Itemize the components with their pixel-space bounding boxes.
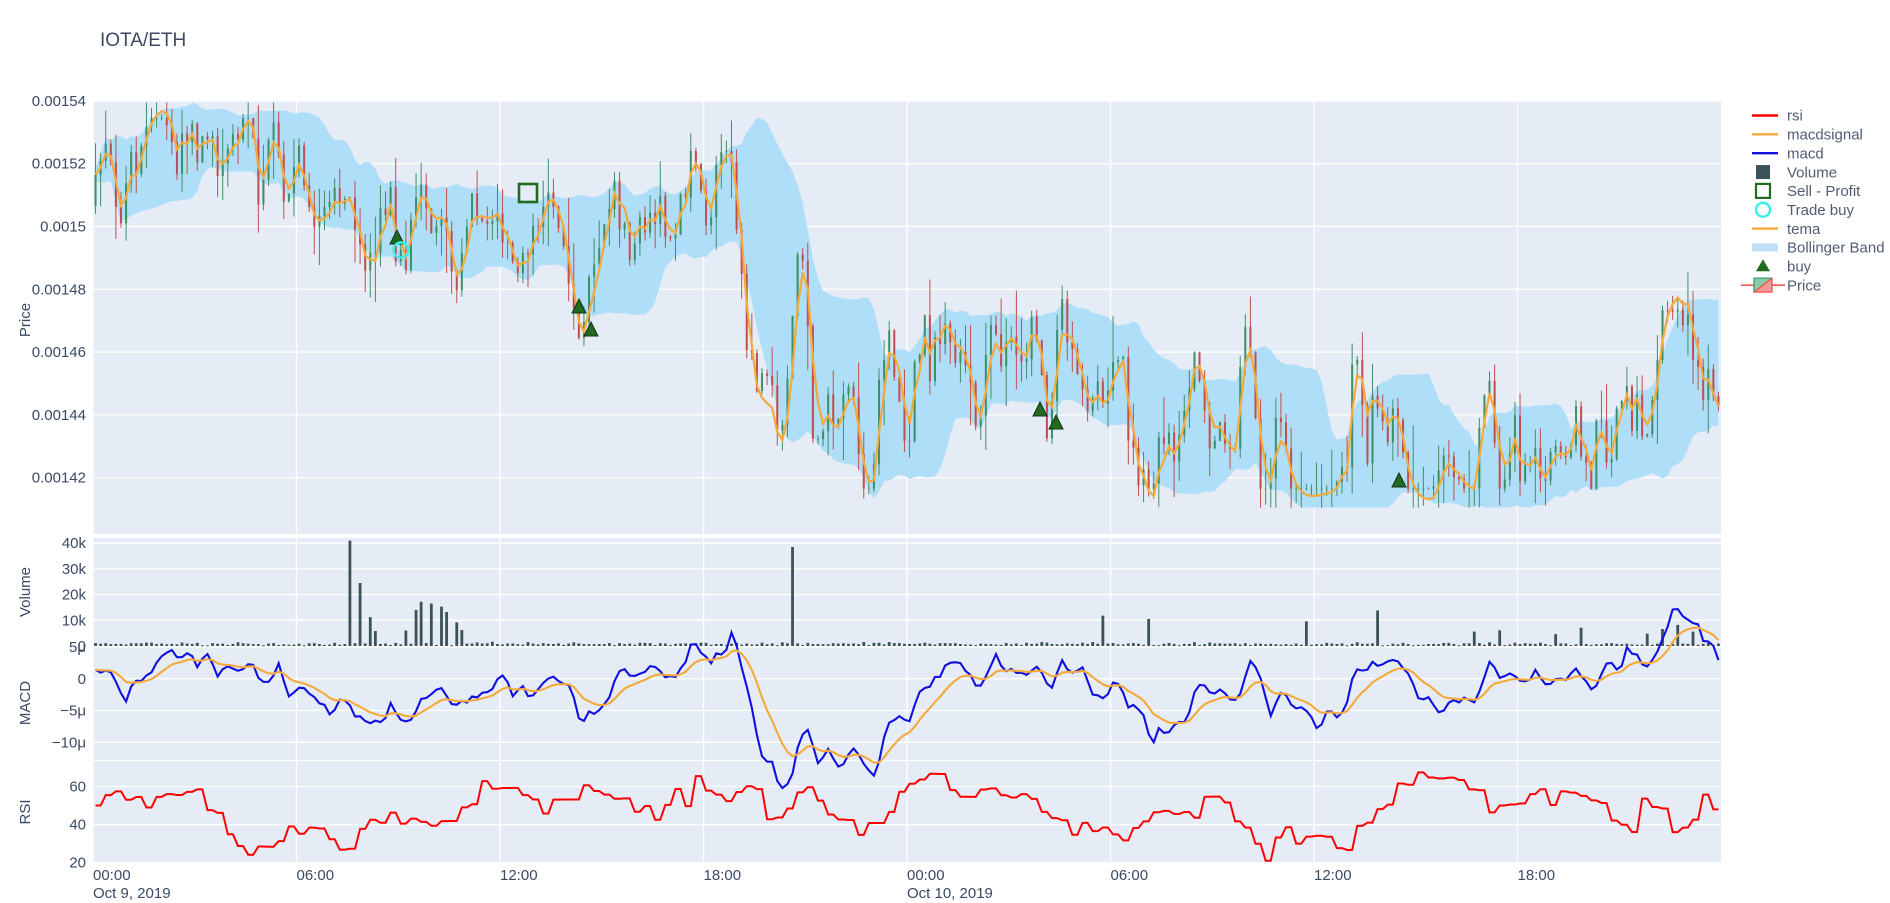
svg-text:Price: Price xyxy=(1787,277,1821,294)
svg-text:0.00152: 0.00152 xyxy=(32,156,86,173)
svg-text:00:00: 00:00 xyxy=(93,867,131,884)
svg-text:30k: 30k xyxy=(62,561,87,578)
svg-text:tema: tema xyxy=(1787,221,1821,238)
svg-text:macd: macd xyxy=(1787,145,1824,162)
svg-text:macdsignal: macdsignal xyxy=(1787,127,1863,144)
svg-text:−5μ: −5μ xyxy=(60,703,86,720)
svg-text:20: 20 xyxy=(69,855,86,872)
svg-text:buy: buy xyxy=(1787,259,1812,276)
svg-text:MACD: MACD xyxy=(17,681,34,725)
svg-text:−10μ: −10μ xyxy=(52,734,86,751)
svg-text:RSI: RSI xyxy=(17,799,34,824)
svg-text:0.00142: 0.00142 xyxy=(32,470,86,487)
svg-text:10k: 10k xyxy=(62,612,87,629)
svg-text:0.00146: 0.00146 xyxy=(32,344,86,361)
svg-text:18:00: 18:00 xyxy=(704,867,742,884)
svg-text:Bollinger Band: Bollinger Band xyxy=(1787,240,1885,257)
svg-text:06:00: 06:00 xyxy=(1111,867,1149,884)
svg-text:0: 0 xyxy=(78,671,86,688)
svg-text:20k: 20k xyxy=(62,587,87,604)
svg-text:Price: Price xyxy=(17,303,34,337)
svg-text:Volume: Volume xyxy=(17,567,34,617)
svg-text:rsi: rsi xyxy=(1787,108,1803,125)
svg-text:18:00: 18:00 xyxy=(1518,867,1556,884)
svg-text:Trade buy: Trade buy xyxy=(1787,202,1854,219)
svg-text:12:00: 12:00 xyxy=(1314,867,1352,884)
svg-text:0.00144: 0.00144 xyxy=(32,407,86,424)
svg-text:Volume: Volume xyxy=(1787,164,1837,181)
svg-text:06:00: 06:00 xyxy=(297,867,335,884)
svg-text:60: 60 xyxy=(69,779,86,796)
svg-text:00:00: 00:00 xyxy=(907,867,945,884)
svg-text:40k: 40k xyxy=(62,535,87,552)
svg-text:Oct 10, 2019: Oct 10, 2019 xyxy=(907,885,993,902)
svg-text:12:00: 12:00 xyxy=(500,867,538,884)
svg-text:40: 40 xyxy=(69,817,86,834)
svg-text:5μ: 5μ xyxy=(69,639,86,656)
svg-text:Oct 9, 2019: Oct 9, 2019 xyxy=(93,885,171,902)
svg-text:0.00148: 0.00148 xyxy=(32,281,86,298)
svg-text:Sell - Profit: Sell - Profit xyxy=(1787,183,1861,200)
svg-text:0.00154: 0.00154 xyxy=(32,93,86,110)
svg-text:0.0015: 0.0015 xyxy=(40,218,86,235)
